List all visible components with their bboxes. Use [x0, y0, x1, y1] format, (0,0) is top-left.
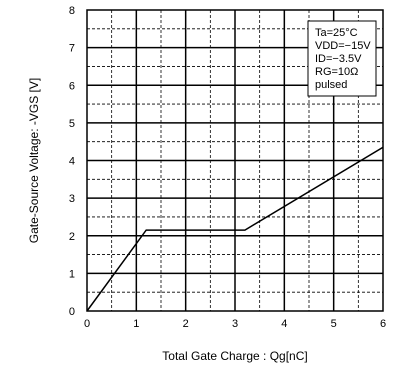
y-tick-label: 5	[69, 118, 75, 130]
legend-condition: Ta=25°C	[315, 27, 358, 39]
y-tick-labels: 0 1 2 3 4 5 6 7 8	[69, 5, 75, 318]
x-tick-label: 1	[133, 318, 139, 330]
legend-condition: RG=10Ω	[315, 66, 358, 78]
x-axis-label: Total Gate Charge : Qg[nC]	[162, 349, 307, 363]
x-tick-label: 4	[281, 318, 287, 330]
x-tick-label: 0	[84, 318, 90, 330]
x-tick-label: 5	[331, 318, 337, 330]
y-tick-label: 0	[69, 306, 75, 318]
y-tick-label: 1	[69, 268, 75, 280]
legend-box	[307, 20, 377, 97]
plot-frame	[86, 9, 384, 312]
series-line	[86, 146, 384, 312]
y-tick-label: 3	[69, 193, 75, 205]
series-layer	[86, 146, 384, 312]
y-tick-label: 6	[69, 80, 75, 92]
y-tick-label: 2	[69, 231, 75, 243]
x-tick-label: 6	[380, 318, 386, 330]
x-tick-label: 3	[232, 318, 238, 330]
legend-condition: ID=−3.5V	[315, 53, 362, 65]
y-axis-label: Gate-Source Voltage: -VGS [V]	[27, 78, 41, 243]
legend-condition: pulsed	[315, 79, 347, 91]
x-tick-labels: 0 1 2 3 4 5 6	[84, 318, 386, 330]
legend-condition: VDD=−15V	[315, 40, 371, 52]
y-tick-label: 8	[69, 5, 75, 17]
y-tick-label: 7	[69, 43, 75, 55]
x-tick-label: 2	[183, 318, 189, 330]
y-tick-label: 4	[69, 156, 75, 168]
major-grid	[87, 10, 383, 311]
